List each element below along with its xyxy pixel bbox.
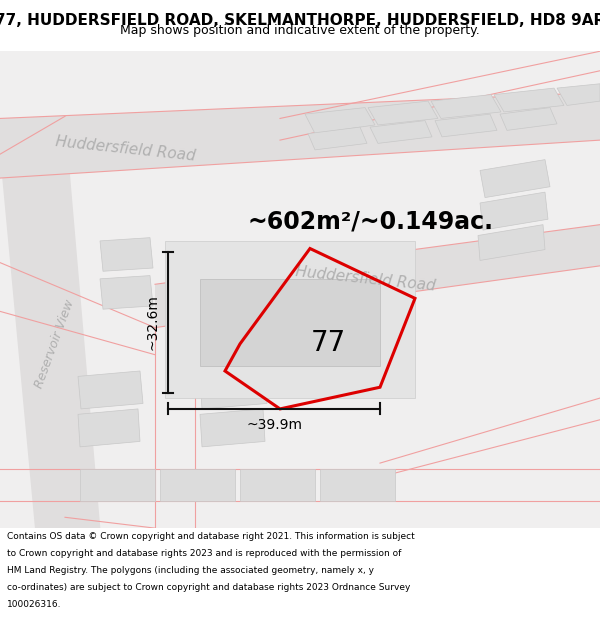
Polygon shape [308,127,367,150]
Polygon shape [368,101,438,125]
Text: Huddersfield Road: Huddersfield Road [55,134,197,164]
Text: Reservoir View: Reservoir View [33,298,77,390]
Text: ~602m²/~0.149ac.: ~602m²/~0.149ac. [248,209,494,233]
Polygon shape [557,84,600,106]
Polygon shape [480,159,550,198]
Polygon shape [160,469,235,501]
Polygon shape [100,276,153,309]
Text: ~32.6m: ~32.6m [146,294,160,350]
Polygon shape [200,279,380,366]
Polygon shape [155,224,600,328]
Polygon shape [305,107,375,134]
Polygon shape [0,116,105,582]
Text: co-ordinates) are subject to Crown copyright and database rights 2023 Ordnance S: co-ordinates) are subject to Crown copyr… [7,583,410,592]
Polygon shape [100,238,153,271]
Text: ~39.9m: ~39.9m [246,418,302,432]
Polygon shape [370,121,432,143]
Text: Huddersfield Road: Huddersfield Road [295,264,437,294]
Polygon shape [494,88,564,112]
Polygon shape [165,241,415,398]
Polygon shape [200,409,265,447]
Text: 100026316.: 100026316. [7,600,62,609]
Polygon shape [500,107,557,131]
Text: Contains OS data © Crown copyright and database right 2021. This information is : Contains OS data © Crown copyright and d… [7,532,415,541]
Polygon shape [200,371,267,409]
Text: to Crown copyright and database rights 2023 and is reproduced with the permissio: to Crown copyright and database rights 2… [7,549,401,558]
Polygon shape [320,469,395,501]
Polygon shape [478,224,545,261]
Text: 77: 77 [311,329,346,357]
Polygon shape [480,192,548,230]
Text: HM Land Registry. The polygons (including the associated geometry, namely x, y: HM Land Registry. The polygons (includin… [7,566,374,575]
Polygon shape [78,371,143,409]
Polygon shape [78,409,140,447]
Polygon shape [240,469,315,501]
Polygon shape [431,94,501,119]
Text: 77, HUDDERSFIELD ROAD, SKELMANTHORPE, HUDDERSFIELD, HD8 9AR: 77, HUDDERSFIELD ROAD, SKELMANTHORPE, HU… [0,12,600,28]
Polygon shape [435,114,497,137]
Polygon shape [80,469,155,501]
Polygon shape [0,92,600,178]
Text: Map shows position and indicative extent of the property.: Map shows position and indicative extent… [120,24,480,37]
